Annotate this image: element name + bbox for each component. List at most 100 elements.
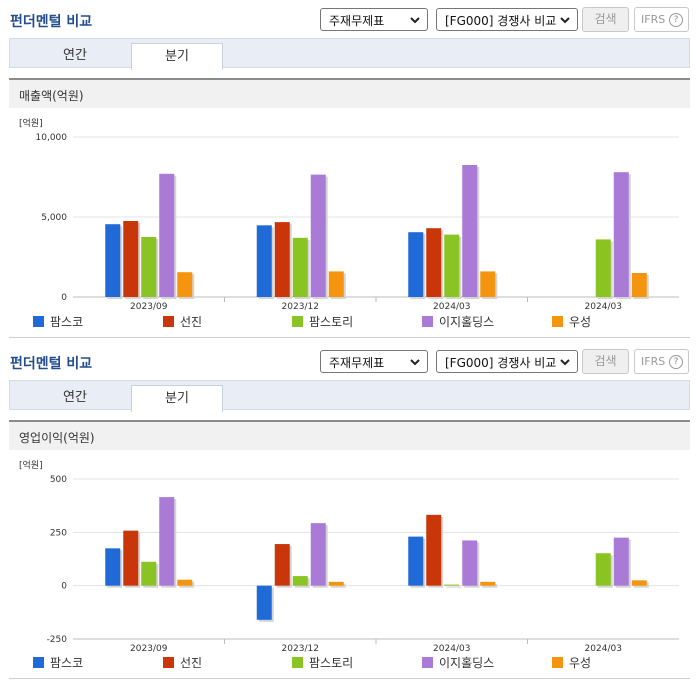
y-tick-label: 5,000: [41, 213, 67, 223]
legend-swatch: [33, 316, 44, 327]
x-tick-label: 2023/12: [282, 302, 319, 310]
legend-item[interactable]: 이지홀딩스: [422, 313, 494, 330]
bar: [408, 536, 424, 586]
legend-swatch: [422, 657, 433, 668]
bar: [328, 581, 344, 586]
legend-item[interactable]: 팜스토리: [292, 313, 353, 330]
tab-quarterly[interactable]: 분기: [131, 385, 223, 412]
bar: [159, 497, 175, 586]
bar: [123, 221, 139, 297]
legend-item[interactable]: 팜스코: [33, 313, 83, 330]
ifrs-button[interactable]: IFRS ?: [634, 7, 689, 32]
compare-select[interactable]: [FG000] 경쟁사 비교: [436, 350, 578, 373]
bar: [274, 544, 290, 586]
bar: [328, 271, 344, 297]
bar: [613, 537, 629, 586]
tab-annual[interactable]: 연간: [63, 390, 87, 405]
search-button[interactable]: 검색: [582, 349, 629, 374]
chevron-down-icon: [560, 17, 570, 24]
x-tick-label: 2023/09: [130, 644, 168, 654]
bar: [480, 581, 496, 586]
legend-item[interactable]: 선진: [163, 313, 202, 330]
legend-swatch: [163, 316, 174, 327]
bar: [613, 172, 629, 297]
y-tick-label: 500: [50, 475, 67, 485]
bar: [595, 239, 611, 297]
legend-swatch: [33, 657, 44, 668]
legend-swatch: [292, 316, 303, 327]
bar: [462, 540, 478, 586]
bar: [256, 585, 272, 620]
bar: [310, 523, 326, 586]
fundamental-section-operating-profit: 펀더멘털 비교 주재무제표 [FG000] 경쟁사 비교 검색 IFRS ? 연…: [0, 342, 696, 684]
legend-swatch: [552, 316, 563, 327]
panel-title: 영업이익(억원): [19, 431, 95, 445]
legend-swatch: [552, 657, 563, 668]
y-tick-label: 0: [61, 293, 67, 303]
bar: [292, 237, 308, 297]
bar: [105, 224, 121, 297]
divider: [9, 678, 690, 679]
bar: [123, 530, 139, 586]
y-tick-label: 0: [61, 582, 67, 592]
bar: [292, 576, 308, 586]
x-tick-label: 2024/03: [433, 644, 470, 654]
bar: [480, 271, 496, 297]
legend-swatch: [163, 657, 174, 668]
unit-label: [억원]: [19, 117, 43, 129]
bar-shadow: [482, 583, 498, 588]
tab-annual[interactable]: 연간: [63, 48, 87, 63]
section-title: 펀더멘털 비교: [10, 356, 93, 372]
bar: [631, 273, 647, 297]
x-tick-label: 2024/03: [433, 302, 470, 310]
legend-item[interactable]: 선진: [163, 654, 202, 671]
chart-legend: 팜스코 선진 팜스토리 이지홀딩스 우성: [9, 654, 690, 672]
y-tick-label: 250: [50, 528, 67, 538]
bar: [426, 228, 442, 297]
bar: [595, 553, 611, 586]
compare-select[interactable]: [FG000] 경쟁사 비교: [436, 8, 578, 31]
help-icon: ?: [669, 355, 683, 369]
statement-select[interactable]: 주재무제표: [320, 8, 428, 31]
legend-swatch: [292, 657, 303, 668]
panel-header: 영업이익(억원): [9, 420, 690, 450]
revenue-chart: [억원] 0 5,000 10,000 2023/09 2023/12 2024/03 202…: [9, 110, 690, 310]
x-tick-label: 2023/12: [282, 644, 319, 654]
bar: [256, 225, 272, 297]
chart-legend: 팜스코 선진 팜스토리 이지홀딩스 우성: [9, 313, 690, 331]
legend-item[interactable]: 우성: [552, 313, 591, 330]
y-tick-label: -250: [47, 635, 68, 645]
bar: [408, 232, 424, 297]
x-tick-label: 2023/09: [130, 302, 168, 310]
bar-shadow: [446, 586, 462, 588]
panel-title: 매출액(억원): [19, 89, 84, 103]
chevron-down-icon: [410, 359, 420, 366]
ifrs-button[interactable]: IFRS ?: [634, 349, 689, 374]
search-button[interactable]: 검색: [582, 7, 629, 32]
tab-quarterly[interactable]: 분기: [131, 43, 223, 70]
bar: [274, 222, 290, 297]
bar: [105, 548, 121, 586]
bar: [310, 174, 326, 297]
legend-item[interactable]: 팜스코: [33, 654, 83, 671]
section-title: 펀더멘털 비교: [10, 14, 93, 30]
legend-item[interactable]: 우성: [552, 654, 591, 671]
bar: [177, 579, 193, 586]
bar: [462, 165, 478, 297]
statement-select[interactable]: 주재무제표: [320, 350, 428, 373]
bar: [141, 561, 157, 586]
bar: [444, 584, 460, 586]
x-tick-label: 2024/03: [585, 302, 622, 310]
legend-item[interactable]: 이지홀딩스: [422, 654, 494, 671]
unit-label: [억원]: [19, 459, 43, 471]
chevron-down-icon: [560, 359, 570, 366]
bar: [631, 580, 647, 586]
legend-item[interactable]: 팜스토리: [292, 654, 353, 671]
operating-profit-chart: [억원] -250 0 250 500 2023/09 2023/12 2024/03 2024…: [9, 452, 690, 654]
bar: [141, 237, 157, 297]
section-header: 펀더멘털 비교 주재무제표 [FG000] 경쟁사 비교 검색 IFRS ?: [0, 0, 696, 38]
bar-shadow: [330, 583, 346, 588]
y-tick-label: 10,000: [36, 133, 68, 143]
period-tabs: 연간 분기: [9, 380, 690, 412]
chevron-down-icon: [410, 17, 420, 24]
